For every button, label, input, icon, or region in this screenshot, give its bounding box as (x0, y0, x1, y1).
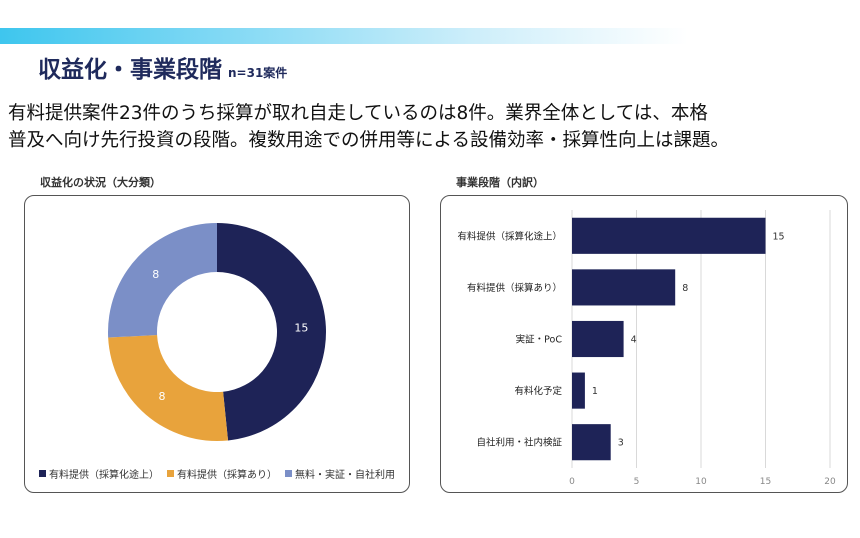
x-tick-label: 0 (569, 477, 575, 487)
bar-value-label: 8 (682, 283, 688, 294)
donut-slice (108, 335, 229, 441)
bar-value-label: 15 (773, 231, 785, 242)
bar (572, 217, 766, 254)
donut-slice (217, 223, 326, 441)
bar (572, 372, 585, 409)
bar (572, 320, 624, 358)
page-subtitle: n=31案件 (228, 66, 288, 80)
legend-item: 無料・実証・自社利用 (285, 466, 395, 481)
page-title: 収益化・事業段階 n=31案件 (38, 57, 288, 83)
legend-swatch (167, 470, 174, 477)
bar-category-label: 有料化予定 (514, 385, 562, 397)
legend-label: 無料・実証・自社利用 (295, 470, 395, 481)
bar-category-label: 有料提供（採算化途上） (457, 230, 562, 242)
x-tick-label: 5 (634, 477, 640, 487)
donut-slice-label: 8 (158, 390, 165, 403)
legend-label: 有料提供（採算化途上） (49, 470, 159, 481)
lead-line-1: 有料提供案件23件のうち採算が取れ自走しているのは8件。業界全体としては、本格 (8, 103, 708, 124)
header-accent-bar (0, 28, 860, 44)
legend-swatch (39, 470, 46, 477)
donut-slice-label: 8 (152, 268, 159, 281)
donut-chart-panel: 15 8 8 有料提供（採算化途上） 有料提供（採算あり） 無料・実証・自社利用 (24, 195, 410, 493)
bar-chart-title: 事業段階（内訳） (456, 176, 544, 189)
bar-value-label: 4 (631, 335, 637, 346)
bar (572, 269, 676, 306)
donut-legend: 有料提供（採算化途上） 有料提供（採算あり） 無料・実証・自社利用 (25, 466, 409, 481)
bar-chart-panel: 0 5 10 15 20 有料提供（採算化途上） 15 有料提供（採算あり） 8 実証・PoC 4 有… (440, 195, 848, 493)
legend-label: 有料提供（採算あり） (177, 470, 277, 481)
lead-text: 有料提供案件23件のうち採算が取れ自走しているのは8件。業界全体としては、本格 … (8, 100, 858, 154)
bar-category-label: 自社利用・社内検証 (476, 437, 562, 449)
bar-value-label: 1 (592, 386, 598, 397)
x-tick-label: 10 (695, 477, 707, 487)
donut-slice (108, 223, 217, 338)
x-tick-label: 15 (760, 477, 771, 487)
lead-line-2: 普及へ向け先行投資の段階。複数用途での併用等による設備効率・採算性向上は課題。 (8, 130, 729, 151)
bar-chart: 0 5 10 15 20 有料提供（採算化途上） 15 有料提供（採算あり） 8 実証・PoC 4 有… (457, 210, 836, 487)
donut-slice-label: 15 (294, 322, 308, 335)
bar-value-label: 3 (618, 438, 624, 449)
bar (572, 424, 611, 461)
donut-chart-title: 収益化の状況（大分類） (40, 176, 161, 189)
legend-item: 有料提供（採算あり） (167, 466, 277, 481)
x-tick-label: 20 (824, 477, 836, 487)
legend-item: 有料提供（採算化途上） (39, 466, 159, 481)
bar-category-label: 実証・PoC (516, 334, 563, 346)
bar-category-label: 有料提供（採算あり） (467, 282, 562, 294)
legend-swatch (285, 470, 292, 477)
